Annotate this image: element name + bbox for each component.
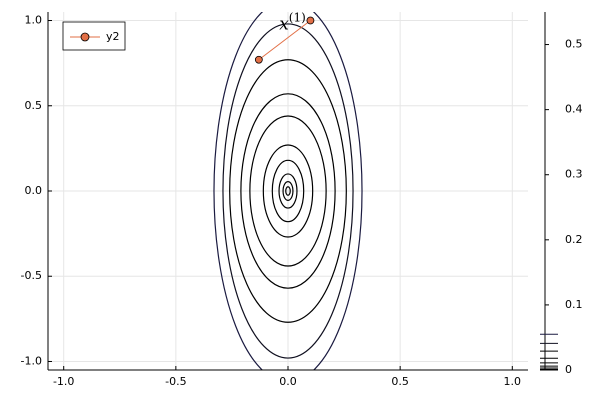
colorbar-tick-label: 0.1 [565,298,583,311]
contour-line [249,115,327,267]
annotation-base: x [279,14,289,34]
x-tick-label: 0.0 [279,375,297,388]
series-marker [254,55,263,64]
contour-line [271,159,305,223]
colorbar-tick-label: 0.4 [565,103,583,116]
annotation-sup: (1) [289,10,306,24]
legend-marker [80,32,90,42]
contour-line [222,23,354,359]
x-tick-label: 1.0 [504,375,522,388]
contour-line [229,59,347,323]
annotation: x(1) [279,10,306,34]
legend-box [62,21,126,51]
series-line [258,20,311,61]
contour-line [285,186,291,196]
series-marker [306,16,315,25]
colorbar-tick-label: 0 [565,363,572,376]
y-tick-label: -1.0 [21,354,42,367]
x-tick-label: -1.0 [53,375,74,388]
colorbar-tick-label: 0.2 [565,233,583,246]
contour-line [262,144,314,238]
colorbar-tick-label: 0.5 [565,38,583,51]
y-tick-label: 0.5 [25,99,43,112]
x-tick-label: 0.5 [391,375,409,388]
contour-line [278,173,298,209]
y-tick-label: 0.0 [25,184,43,197]
contour-line [240,93,336,289]
y-tick-label: -0.5 [21,269,42,282]
contour-line [213,12,363,370]
y-tick-label: 1.0 [25,14,43,27]
contour-line [282,181,294,201]
x-tick-label: -0.5 [165,375,186,388]
colorbar-tick-label: 0.3 [565,168,583,181]
legend-label: y2 [106,30,120,43]
